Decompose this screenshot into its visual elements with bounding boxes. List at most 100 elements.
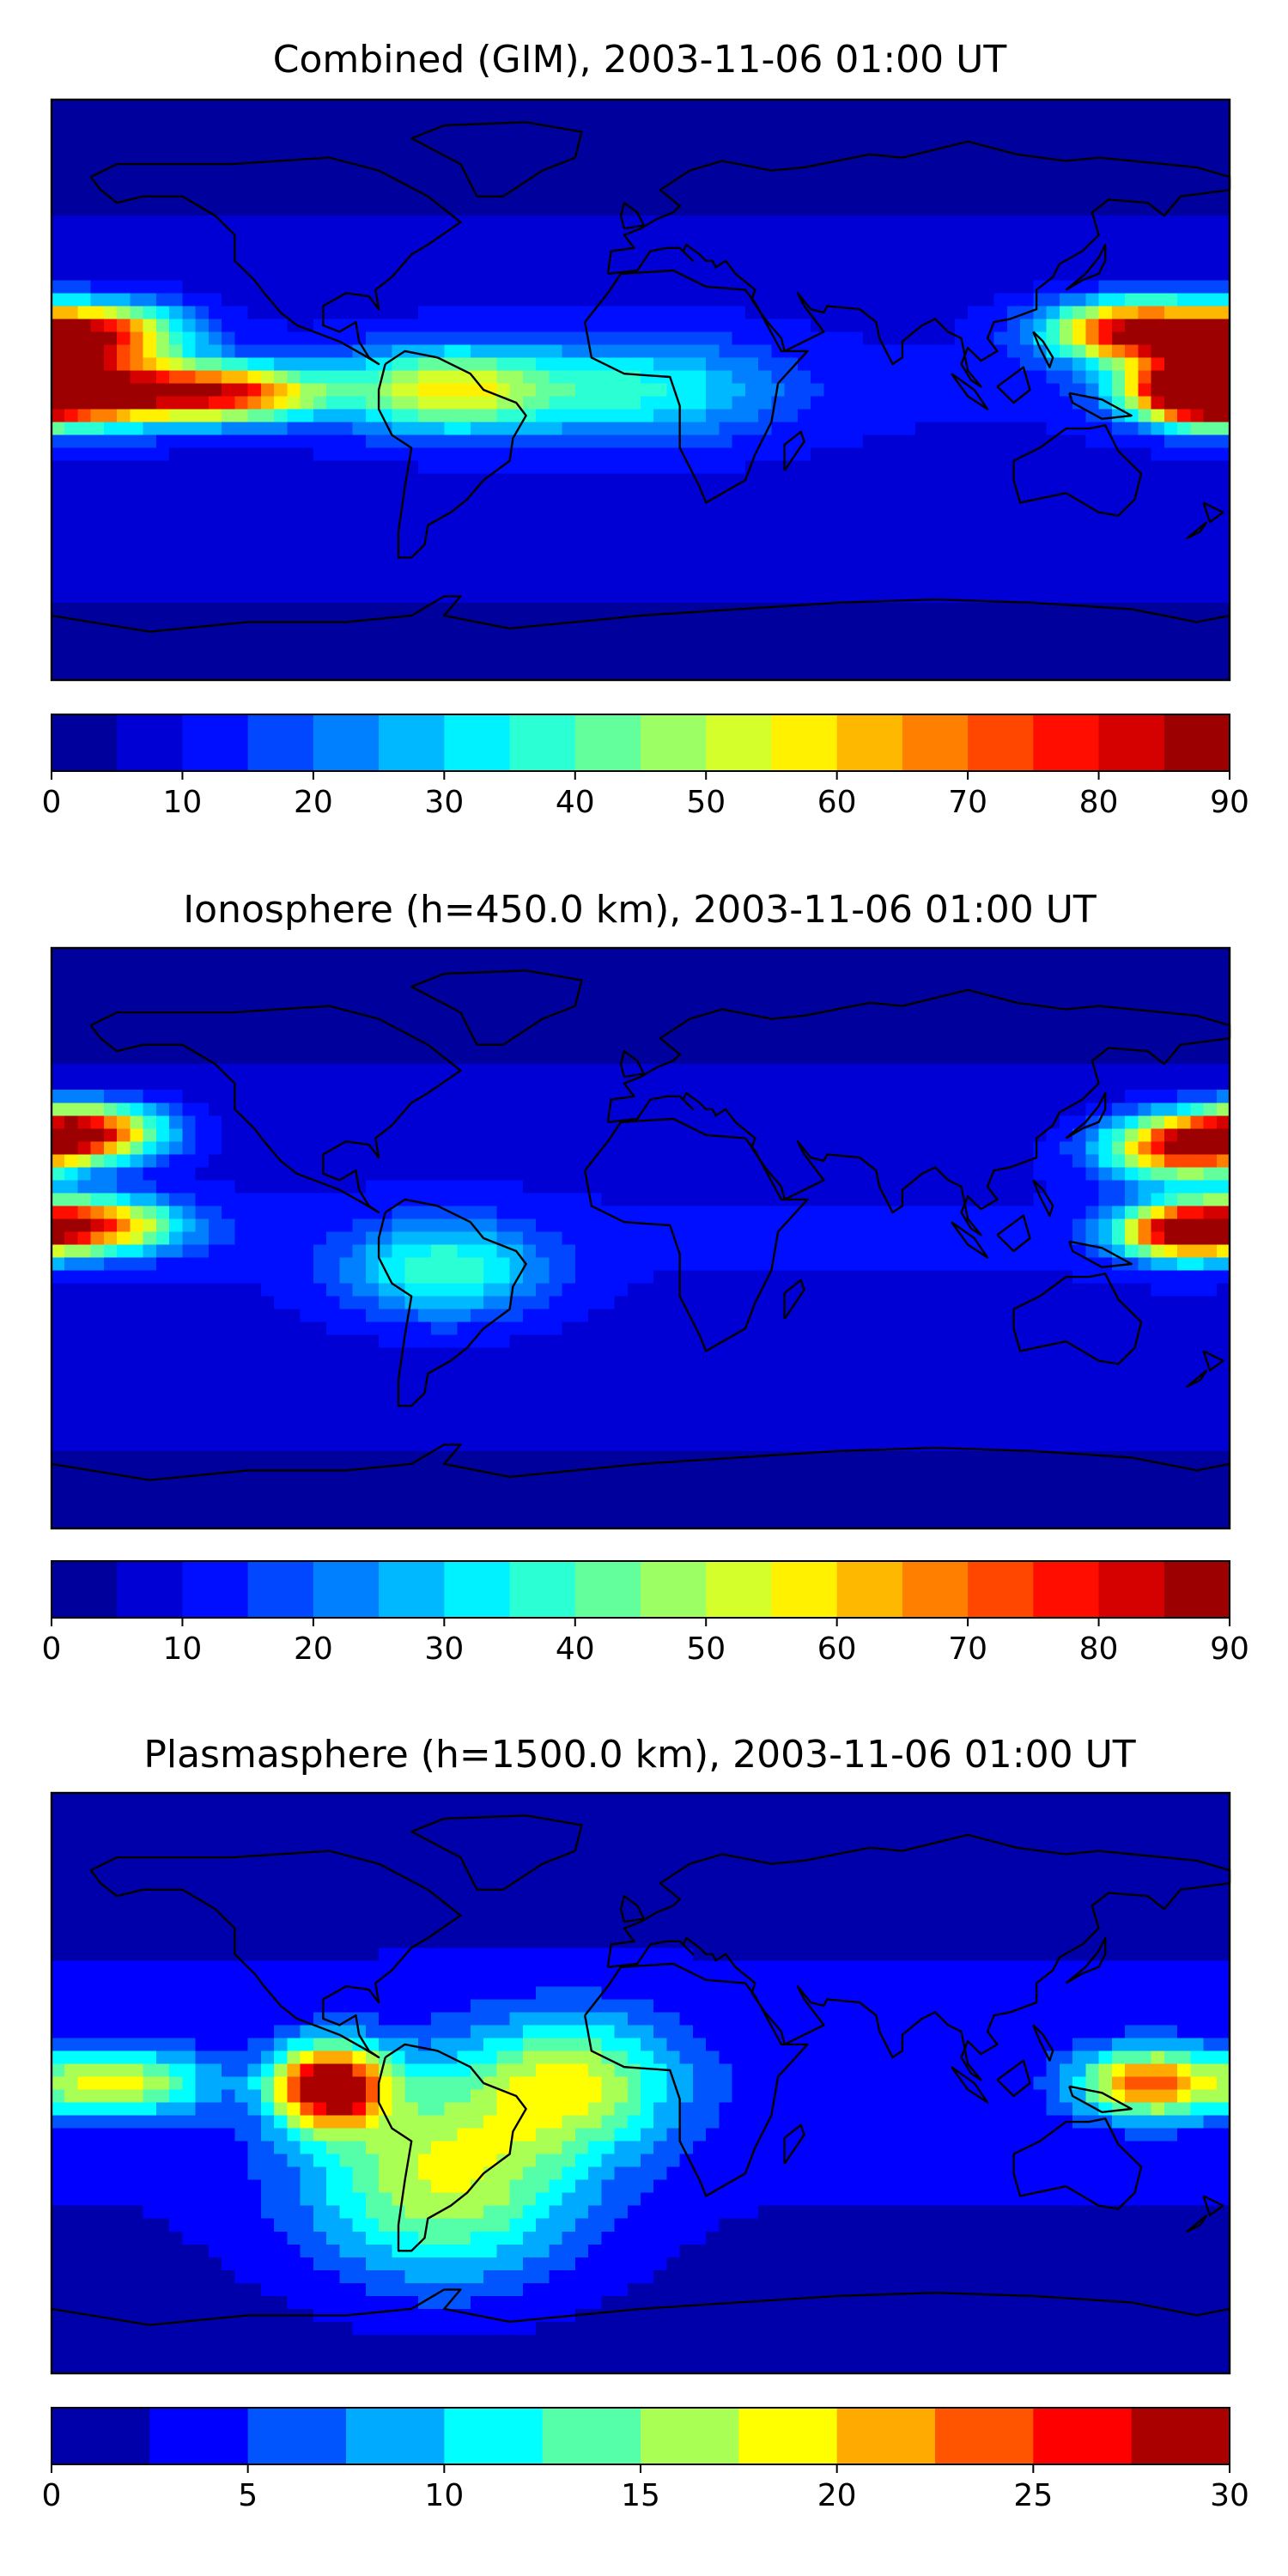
heatmap-cell [784, 1025, 799, 1039]
heatmap-cell [1098, 293, 1113, 307]
heatmap-cell [614, 473, 629, 488]
heatmap-cell [744, 486, 759, 501]
heatmap-cell [732, 589, 746, 604]
heatmap-cell [744, 615, 759, 629]
heatmap-cell [1046, 999, 1060, 1013]
heatmap-cell [195, 177, 210, 191]
heatmap-cell [1085, 112, 1100, 126]
heatmap-cell [536, 615, 550, 629]
heatmap-cell [968, 280, 981, 294]
heatmap-cell [352, 987, 367, 1000]
heatmap-cell [444, 383, 459, 398]
heatmap-cell [52, 1025, 65, 1039]
heatmap-cell [417, 666, 432, 681]
heatmap-cell [457, 641, 471, 655]
heatmap-cell [64, 151, 79, 165]
heatmap-cell [169, 987, 184, 1000]
heatmap-cell [1046, 602, 1060, 617]
heatmap-cell [732, 434, 746, 449]
heatmap-cell [1098, 319, 1113, 332]
heatmap-cell [863, 447, 877, 462]
heatmap-cell [379, 241, 392, 255]
heatmap-cell [182, 254, 197, 268]
heatmap-cell [836, 641, 851, 655]
heatmap-cell [1072, 190, 1086, 204]
heatmap-cell [889, 241, 903, 255]
heatmap-cell [392, 409, 406, 423]
heatmap-cell [836, 999, 851, 1013]
heatmap-cell [1046, 319, 1060, 332]
heatmap-cell [155, 1012, 170, 1026]
heatmap-cell [954, 100, 969, 113]
heatmap-cell [1216, 306, 1230, 319]
heatmap-cell [549, 460, 563, 475]
heatmap-cell [1059, 228, 1073, 242]
heatmap-cells [52, 100, 1230, 681]
heatmap-cell [247, 1025, 262, 1039]
heatmap-cell [52, 1051, 65, 1065]
heatmap-cell [1085, 357, 1100, 372]
heatmap-cell [457, 241, 471, 255]
heatmap-cell [1138, 602, 1152, 617]
heatmap-cell [260, 177, 275, 191]
heatmap-cell [522, 434, 537, 449]
heatmap-cell [588, 112, 602, 126]
heatmap-cell [404, 216, 419, 229]
heatmap-cell [392, 486, 406, 501]
heatmap-cell [1033, 1051, 1048, 1065]
heatmap-cell [300, 138, 314, 152]
heatmap-cell [863, 460, 877, 475]
heatmap-cell [392, 151, 406, 165]
heatmap-cell [103, 138, 118, 152]
heatmap-cell [1163, 550, 1178, 565]
heatmap-cell [77, 447, 92, 462]
heatmap-cell [143, 486, 157, 501]
heatmap-cell [968, 306, 981, 319]
heatmap-cell [313, 267, 327, 281]
heatmap-cell [483, 563, 497, 578]
heatmap-cell [641, 409, 654, 423]
heatmap-cell [470, 383, 484, 398]
heatmap-cell [90, 216, 105, 229]
heatmap-cell [417, 267, 432, 281]
heatmap-cell [1177, 550, 1191, 565]
heatmap-cell [470, 422, 484, 436]
heatmap-cell [509, 525, 524, 539]
heatmap-cell [627, 550, 641, 565]
heatmap-cell [1111, 525, 1126, 539]
heatmap-cell [679, 293, 694, 307]
heatmap-cell [1177, 486, 1191, 501]
heatmap-cell [365, 486, 380, 501]
heatmap-cell [993, 948, 1008, 962]
heatmap-cell [993, 164, 1008, 178]
heatmap-cell [889, 319, 903, 332]
heatmap-cell [549, 1064, 563, 1078]
heatmap-cell [784, 151, 799, 165]
heatmap-cell [339, 267, 354, 281]
heatmap-cell [771, 563, 786, 578]
heatmap-cell [326, 1064, 340, 1078]
heatmap-cell [627, 409, 641, 423]
heatmap-cell [915, 331, 929, 346]
heatmap-cell [130, 190, 144, 204]
heatmap-cell [444, 280, 459, 294]
colorbar-tick-label: 10 [163, 785, 203, 820]
heatmap-cell [876, 974, 890, 987]
heatmap-cell [889, 100, 903, 113]
heatmap-cell [117, 563, 131, 578]
heatmap-cell [247, 499, 262, 513]
heatmap-cell [706, 228, 720, 242]
heatmap-cell [1098, 112, 1113, 126]
heatmap-cell [1033, 434, 1048, 449]
heatmap-cell [876, 306, 890, 319]
heatmap-cell [130, 1025, 144, 1039]
heatmap-cell [1203, 422, 1218, 436]
heatmap-cell [981, 550, 995, 565]
heatmap-cell [614, 602, 629, 617]
heatmap-cell [902, 190, 916, 204]
heatmap-cell [352, 396, 367, 410]
heatmap-cell [365, 602, 380, 617]
heatmap-cell [247, 576, 262, 591]
heatmap-cell [692, 319, 707, 332]
heatmap-cell [222, 319, 236, 332]
